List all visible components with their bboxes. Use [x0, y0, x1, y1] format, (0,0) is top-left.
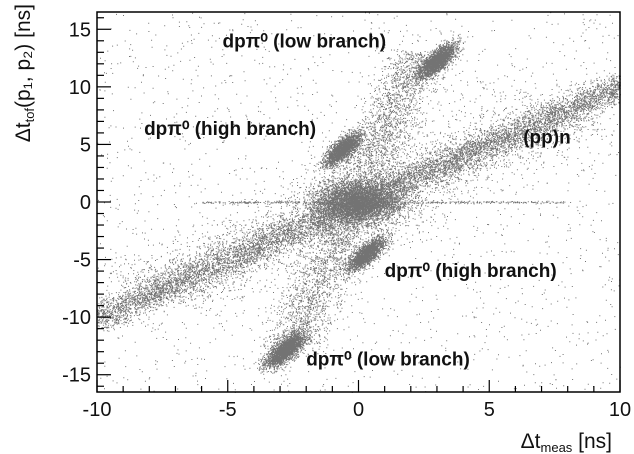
y-axis-label-main: Δt — [12, 122, 35, 142]
scatter-point-cloud — [97, 12, 621, 393]
annotation-label: dpπ⁰ (high branch) — [385, 261, 557, 282]
x-axis-label: Δtmeas [ns] — [521, 430, 612, 454]
y-tick-label: 15 — [69, 19, 91, 41]
x-tick-label: -5 — [219, 399, 237, 421]
y-tick-label: -15 — [62, 365, 91, 387]
x-axis-label-main: Δt — [521, 430, 541, 453]
x-tick-label: 5 — [484, 399, 495, 421]
y-axis-label-sub: tof — [22, 108, 37, 123]
y-axis-label-unit: [ns] — [12, 4, 35, 44]
x-tick-label: 0 — [353, 399, 364, 421]
y-tick-label: -10 — [62, 307, 91, 329]
annotations: dpπ⁰ (low branch) dpπ⁰ (high branch) (pp)n… — [144, 32, 571, 371]
y-tick-label: 10 — [69, 77, 91, 99]
y-tick-label: -5 — [73, 250, 91, 272]
annotation-label: (pp)n — [523, 127, 570, 148]
y-axis: -15 -10 -5 0 5 10 15 — [62, 17, 111, 387]
annotation-label: dpπ⁰ (low branch) — [223, 32, 387, 53]
annotation-label: dpπ⁰ (low branch) — [306, 350, 470, 371]
x-tick-label: -10 — [83, 399, 112, 421]
x-axis-label-unit: [ns] — [572, 430, 612, 453]
y-tick-label: 5 — [80, 134, 91, 156]
y-axis-label-args: (p₁, p₂) — [12, 44, 35, 108]
y-tick-label: 0 — [80, 192, 91, 214]
scatter-points — [97, 12, 621, 393]
annotation-label: dpπ⁰ (high branch) — [144, 119, 316, 140]
x-axis: -10 -5 0 5 10 — [83, 380, 631, 421]
x-axis-label-sub: meas — [541, 440, 573, 454]
y-axis-label: Δttof(p₁, p₂) [ns] — [12, 4, 37, 142]
x-tick-label: 10 — [609, 399, 631, 421]
